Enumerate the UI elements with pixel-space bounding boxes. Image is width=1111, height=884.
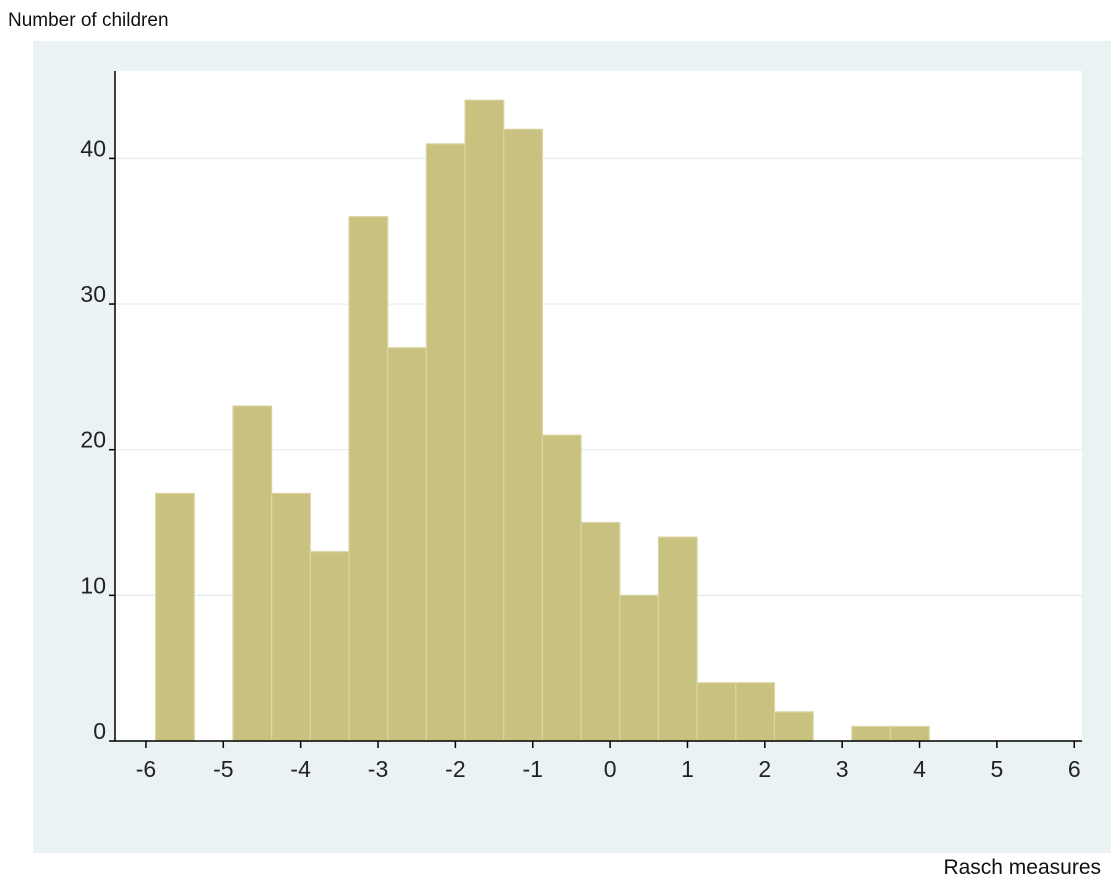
histogram-bar bbox=[425, 143, 466, 742]
histogram-bar bbox=[619, 594, 660, 742]
histogram-bar bbox=[503, 128, 544, 742]
histogram-bar bbox=[773, 711, 814, 742]
x-tick-label: 2 bbox=[758, 756, 771, 782]
bars bbox=[155, 99, 930, 742]
y-tick-label: 20 bbox=[80, 427, 106, 453]
histogram-bar bbox=[232, 405, 273, 742]
histogram-bar bbox=[735, 682, 776, 742]
y-tick-label: 10 bbox=[80, 572, 106, 598]
y-axis-label: Number of children bbox=[8, 10, 169, 31]
x-axis-label: Rasch measures bbox=[943, 856, 1101, 879]
histogram-bar bbox=[155, 492, 195, 742]
histogram-bar bbox=[889, 725, 930, 742]
histogram-bar bbox=[657, 536, 698, 742]
histogram-bar bbox=[387, 347, 427, 742]
x-tick-label: 4 bbox=[913, 756, 926, 782]
x-tick-label: -5 bbox=[213, 756, 233, 782]
x-tick-label: -2 bbox=[445, 756, 465, 782]
x-tick-label: -6 bbox=[136, 756, 156, 782]
histogram-bar bbox=[309, 551, 350, 742]
y-tick-label: 0 bbox=[93, 718, 106, 744]
histogram-bar bbox=[696, 682, 737, 742]
histogram-bar bbox=[541, 434, 582, 742]
histogram-bar bbox=[464, 99, 505, 742]
histogram-bar bbox=[348, 216, 389, 742]
histogram-bar bbox=[271, 492, 311, 742]
x-tick-label: 6 bbox=[1068, 756, 1081, 782]
y-tick-label: 40 bbox=[80, 135, 106, 161]
x-tick-label: 3 bbox=[836, 756, 849, 782]
histogram-bar bbox=[851, 725, 892, 742]
x-tick-label: 1 bbox=[681, 756, 694, 782]
x-tick-label: 0 bbox=[604, 756, 617, 782]
histogram-bar bbox=[580, 521, 621, 742]
histogram-chart: 0 10 20 30 40 -6 -5 -4 -3 -2 -1 0 1 2 3 4 5 6 bbox=[33, 41, 1111, 853]
axes: 0 10 20 30 40 -6 -5 -4 -3 -2 -1 0 1 2 3 4 5 6 bbox=[80, 71, 1082, 782]
y-tick-label: 30 bbox=[80, 281, 106, 307]
x-tick-label: -4 bbox=[290, 756, 311, 782]
x-tick-label: -3 bbox=[368, 756, 388, 782]
x-tick-label: -1 bbox=[523, 756, 543, 782]
x-tick-label: 5 bbox=[991, 756, 1004, 782]
